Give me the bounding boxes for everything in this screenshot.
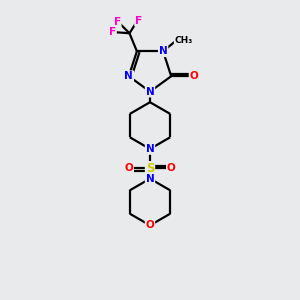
Text: F: F [135, 16, 142, 26]
Text: O: O [167, 164, 176, 173]
Text: N: N [159, 46, 167, 56]
Text: N: N [146, 174, 154, 184]
Text: F: F [114, 17, 121, 27]
Text: CH₃: CH₃ [175, 36, 193, 45]
Text: O: O [146, 220, 154, 230]
Text: S: S [146, 162, 154, 175]
Text: O: O [124, 164, 133, 173]
Text: N: N [146, 87, 154, 97]
Text: N: N [146, 144, 154, 154]
Text: O: O [190, 71, 198, 81]
Text: F: F [109, 27, 116, 37]
Text: N: N [124, 71, 133, 81]
